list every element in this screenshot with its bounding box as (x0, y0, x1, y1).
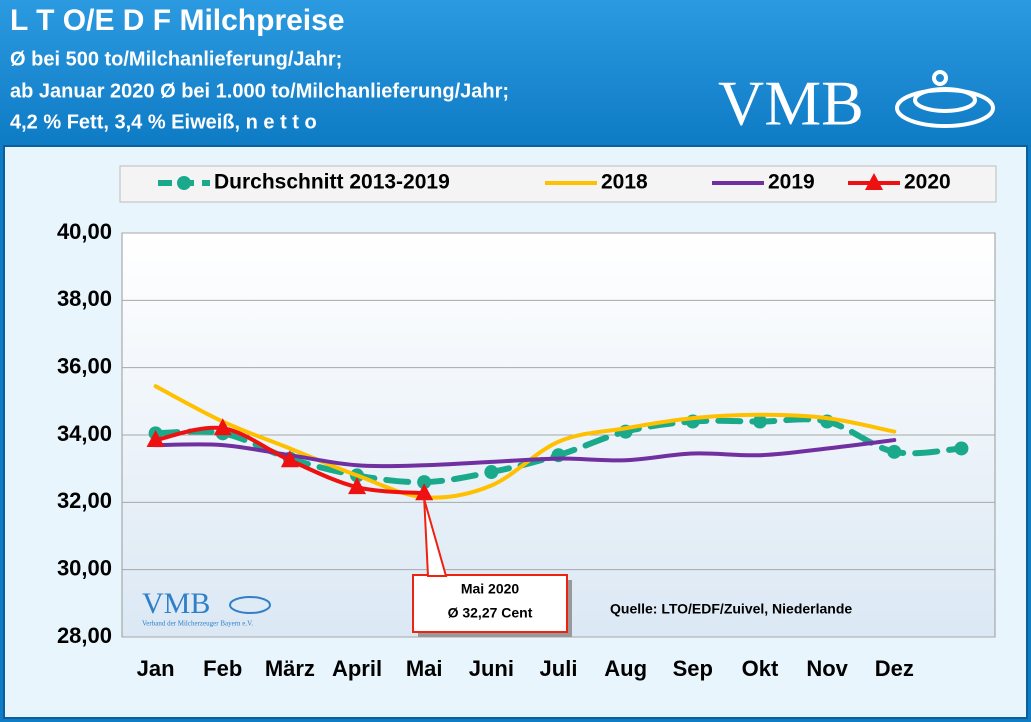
x-tick-label: März (265, 656, 315, 681)
subtitle-line: 4,2 % Fett, 3,4 % Eiweiß, n e t t o (10, 111, 317, 133)
x-tick-label: April (332, 656, 382, 681)
point (954, 441, 969, 456)
logo-swoosh (895, 70, 995, 128)
x-tick-label: Okt (742, 656, 779, 681)
series-line (153, 384, 897, 500)
source-note: Quelle: LTO/EDF/Zuivel, Niederlande (610, 601, 852, 617)
x-tick-label: Juni (469, 656, 514, 681)
point (415, 483, 434, 501)
logo: VMB (718, 68, 864, 139)
watermark-text: Verband der Milcherzeuger Bayern e.V. (142, 620, 253, 628)
legend-label: 2019 (768, 171, 815, 194)
point (484, 465, 499, 480)
point (417, 475, 432, 490)
y-tick-label: 36,00 (57, 353, 112, 378)
point (280, 450, 299, 468)
legend-label: 2020 (904, 171, 951, 194)
x-tick-label: Juli (540, 656, 578, 681)
title: L T O/E D F Milchpreise (10, 4, 345, 37)
point (752, 414, 767, 429)
annotation-text: Mai 2020 (461, 581, 520, 597)
x-tick-label: Sep (673, 656, 713, 681)
point (348, 477, 367, 495)
x-tick-label: Feb (203, 656, 242, 681)
y-tick-label: 32,00 (57, 488, 112, 513)
y-tick-label: 38,00 (57, 286, 112, 311)
x-tick-label: Jan (137, 656, 175, 681)
subtitle-line: Ø bei 500 to/Milchanlieferung/Jahr; (10, 48, 342, 70)
annotation-text: Ø 32,27 Cent (448, 605, 533, 621)
y-tick-label: 34,00 (57, 421, 112, 446)
annotation-box (412, 574, 568, 633)
x-tick-label: Nov (806, 656, 848, 681)
legend-label: 2018 (601, 171, 648, 194)
x-tick-label: Mai (406, 656, 443, 681)
annotation-arrow (423, 498, 448, 577)
point (146, 430, 165, 448)
series-line (153, 438, 897, 469)
legend-marker (177, 176, 191, 190)
point (887, 444, 902, 459)
watermark-swoosh (229, 596, 271, 614)
y-tick-label: 30,00 (57, 555, 112, 580)
header-band (0, 0, 1031, 140)
x-tick-label: Dez (875, 656, 914, 681)
legend-label: Durchschnitt 2013-2019 (214, 171, 450, 194)
watermark-logo: VMB (142, 587, 210, 620)
y-tick-label: 28,00 (57, 623, 112, 648)
y-tick-label: 40,00 (57, 219, 112, 244)
legend-marker (865, 173, 883, 190)
x-tick-label: Aug (604, 656, 647, 681)
subtitle-line: ab Januar 2020 Ø bei 1.000 to/Milchanlie… (10, 80, 509, 102)
point (213, 418, 232, 436)
